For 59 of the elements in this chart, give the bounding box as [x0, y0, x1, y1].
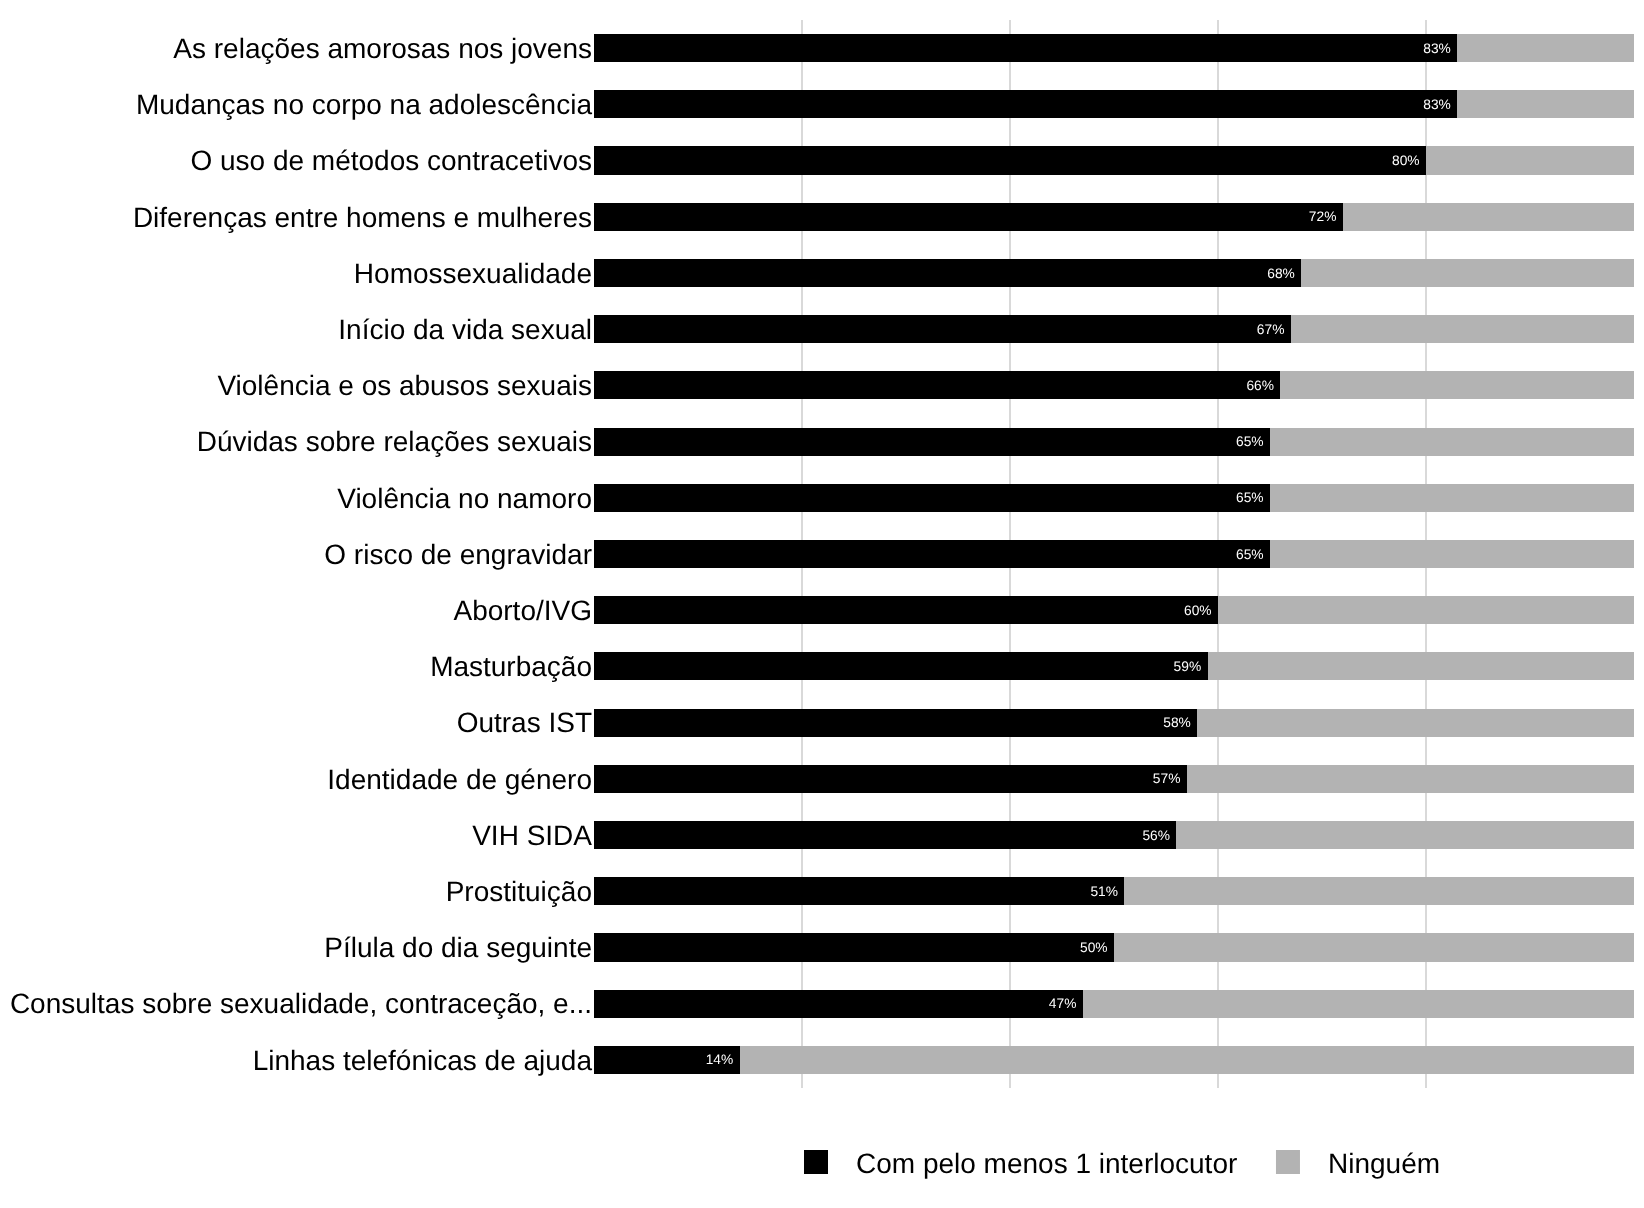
bar — [1176, 821, 1634, 850]
y-tick-label: O uso de métodos contracetivos — [190, 144, 592, 177]
bar — [594, 652, 1208, 681]
bar — [1197, 708, 1634, 737]
bar — [1457, 90, 1634, 119]
y-tick-label: O risco de engravidar — [324, 537, 593, 570]
y-tick-label: VIH SIDA — [472, 818, 594, 851]
bar — [594, 877, 1125, 906]
y-tick-label: Aborto/IVG — [453, 594, 592, 627]
y-tick-label: Diferenças entre homens e mulheres — [132, 200, 592, 233]
bar — [1124, 877, 1634, 906]
bar — [1207, 652, 1634, 681]
y-tick-label: Prostituição — [445, 875, 593, 908]
y-tick-label: Violência no namoro — [337, 481, 593, 514]
bar — [594, 90, 1458, 119]
legend-label: Com pelo menos 1 interlocutor — [856, 1146, 1238, 1179]
bar — [594, 539, 1270, 569]
y-tick-label: Início da vida sexual — [338, 312, 592, 345]
bar — [1342, 202, 1634, 231]
bar — [1082, 989, 1634, 1018]
bar — [1290, 315, 1634, 344]
y-tick-label: Homossexualidade — [353, 256, 593, 289]
bar — [1186, 764, 1634, 793]
bar — [594, 146, 1426, 175]
bar — [594, 258, 1302, 287]
bar — [594, 34, 1458, 63]
bar — [594, 427, 1270, 456]
bar — [594, 315, 1291, 344]
legend-label: Ninguém — [1327, 1146, 1441, 1179]
bar — [594, 821, 1177, 850]
y-tick-label: Mudanças no corpo na adolescência — [135, 88, 593, 121]
bar — [1280, 371, 1634, 400]
y-tick-label: Outras IST — [456, 706, 593, 739]
bar — [594, 1045, 740, 1074]
y-tick-label: Consultas sobre sexualidade, contraceção, e... — [9, 987, 592, 1020]
y-tick-label: Masturbação — [430, 650, 593, 683]
bar — [594, 989, 1083, 1018]
y-tick-label: Pílula do dia seguinte — [324, 931, 593, 964]
bar — [594, 371, 1281, 400]
y-tick-label: Violência e os abusos sexuais — [217, 369, 592, 402]
bar — [594, 764, 1187, 793]
bar — [1270, 539, 1634, 569]
bar — [1270, 427, 1634, 456]
y-tick-label: Identidade de género — [327, 762, 593, 795]
y-tick-label: Dúvidas sobre relações sexuais — [196, 425, 592, 458]
bar — [1218, 596, 1634, 625]
bar — [594, 933, 1114, 962]
bar — [1301, 258, 1634, 287]
bar — [739, 1045, 1634, 1074]
y-tick-label: Linhas telefónicas de ajuda — [252, 1043, 593, 1076]
y-tick-label: As relações amorosas nos jovens — [173, 31, 592, 64]
bar — [1270, 483, 1634, 512]
bar — [1114, 933, 1634, 962]
bar — [594, 483, 1270, 512]
bar — [594, 596, 1218, 625]
bar — [1457, 34, 1634, 63]
bar — [594, 708, 1198, 737]
bar — [594, 202, 1343, 231]
bar — [1426, 146, 1634, 175]
